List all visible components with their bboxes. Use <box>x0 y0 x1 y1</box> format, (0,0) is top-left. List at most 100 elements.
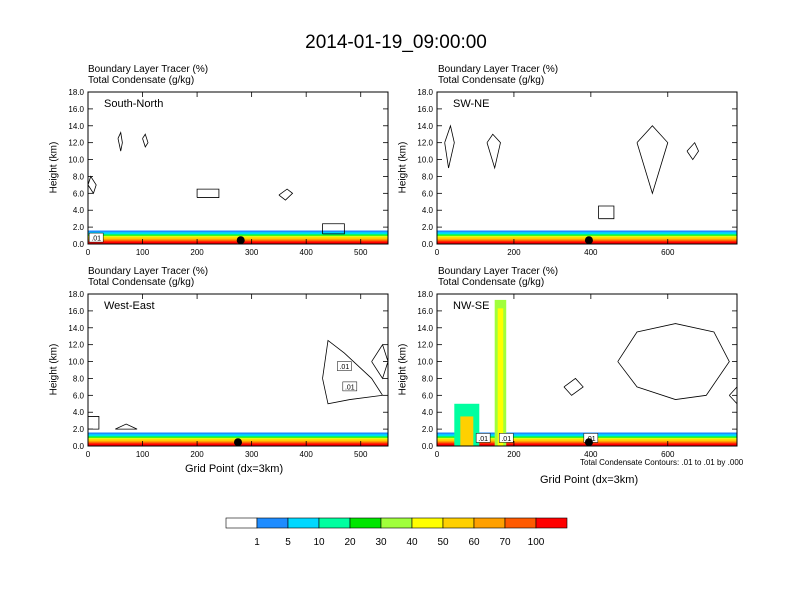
y-tick-label: 0.0 <box>422 442 434 451</box>
y-tick-label: 16.0 <box>68 105 84 114</box>
tracer-column-core <box>460 416 474 446</box>
colorbar-swatch <box>318 517 351 529</box>
y-tick-label: 18.0 <box>68 88 84 97</box>
x-axis-title: Grid Point (dx=3km) <box>540 474 639 486</box>
plot-nw-se: .01.01.010.02.04.06.08.010.012.014.016.0… <box>417 290 738 459</box>
condensate-contour <box>636 125 669 195</box>
condensate-contour <box>88 416 100 430</box>
colorbar-label: 1 <box>254 537 260 548</box>
y-tick-label: 0.0 <box>422 240 434 249</box>
y-tick-label: 4.0 <box>422 408 434 417</box>
field-label-2: Total Condensate (g/kg) <box>438 75 545 86</box>
x-tick-label: 400 <box>584 248 598 257</box>
condensate-contour <box>117 131 123 152</box>
y-tick-label: 12.0 <box>417 341 433 350</box>
y-tick-label: 6.0 <box>73 189 85 198</box>
colorbar-label: 50 <box>437 537 449 548</box>
colorbar-swatch <box>349 517 382 529</box>
plot-frame <box>436 91 738 245</box>
condensate-contour <box>322 339 384 405</box>
panel-nw-se: Boundary Layer Tracer (%) Total Condensa… <box>436 262 736 414</box>
x-tick-label: 100 <box>136 450 150 459</box>
x-tick-label: 100 <box>136 248 150 257</box>
condensate-contour <box>486 133 501 170</box>
y-tick-label: 8.0 <box>73 374 85 383</box>
x-tick-label: 0 <box>435 248 440 257</box>
colorbar-swatch <box>411 517 444 529</box>
plot-area <box>437 294 737 446</box>
contour-label: .01 <box>337 361 352 371</box>
y-tick-label: 14.0 <box>68 122 84 131</box>
x-tick-label: 200 <box>507 450 521 459</box>
y-tick-label: 18.0 <box>417 88 433 97</box>
condensate-contour <box>87 175 97 195</box>
condensate-contour <box>563 377 584 396</box>
contour-label-box <box>88 232 104 243</box>
y-tick-label: 4.0 <box>73 206 85 215</box>
x-tick-label: 300 <box>245 450 259 459</box>
y-tick-label: 10.0 <box>68 358 84 367</box>
plot-west-east: .01 .01 0.0 2.0 4.0 6.0 8.0 10.0 12.0 14.0 16.0 18.… <box>68 290 389 459</box>
colorbar-swatch <box>535 517 568 529</box>
y-axis-title: Height (km) <box>48 141 60 194</box>
y-tick-label: 10.0 <box>68 156 84 165</box>
contour-label-box <box>337 361 352 371</box>
y-tick-label: 16.0 <box>417 307 433 316</box>
x-tick-label: 0 <box>86 248 91 257</box>
colorbar-swatch <box>380 517 413 529</box>
y-tick-label: 0.0 <box>73 240 85 249</box>
y-tick-label: 18.0 <box>417 290 433 299</box>
y-tick-label: 6.0 <box>422 189 434 198</box>
condensate-contour <box>142 133 149 148</box>
contour-label-text: .01 <box>478 436 488 443</box>
x-tick-label: 400 <box>300 248 314 257</box>
y-tick-label: 4.0 <box>73 408 85 417</box>
contour-label-text: .01 <box>501 436 511 443</box>
contour-label-text: .01 <box>339 364 349 371</box>
y-tick-label: 0.0 <box>73 442 85 451</box>
x-tick-label: 400 <box>300 450 314 459</box>
x-tick-label: 0 <box>86 450 91 459</box>
colorbar-label: 10 <box>313 537 325 548</box>
y-tick-label: 8.0 <box>73 172 85 181</box>
panel-label: West-East <box>104 300 155 312</box>
y-tick-label: 2.0 <box>422 223 434 232</box>
colorbar-swatch <box>225 517 258 529</box>
panel-south-north: Boundary Layer Tracer (%) Total Condensa… <box>86 60 386 212</box>
x-tick-label: 200 <box>507 248 521 257</box>
contour-note: Total Condensate Contours: .01 to .01 by… <box>580 458 744 467</box>
colorbar-label: 20 <box>344 537 356 548</box>
colorbar-label: 5 <box>285 537 291 548</box>
x-tick-label: 300 <box>245 248 259 257</box>
plot-sw-ne: 0.0 2.0 4.0 6.0 8.0 10.0 12.0 14.0 16.0 18.0 0 200 4… <box>417 88 738 257</box>
condensate-contour <box>598 205 615 220</box>
contour-label-box <box>498 433 514 443</box>
plot-south-north: .01 0.0 2.0 4.0 6.0 8.0 10.0 12.0 14.0 16.0 18.0 0 1… <box>68 88 389 257</box>
colorbar-swatch <box>287 517 320 529</box>
y-axis-title: Height (km) <box>48 343 60 396</box>
colorbar-swatch <box>504 517 537 529</box>
y-tick-label: 2.0 <box>73 223 85 232</box>
field-label-1: Boundary Layer Tracer (%) <box>438 266 559 277</box>
y-tick-label: 18.0 <box>68 290 84 299</box>
location-marker <box>584 236 593 245</box>
y-tick-label: 16.0 <box>68 307 84 316</box>
plot-area <box>437 92 737 244</box>
contour-label-text: .01 <box>91 236 101 243</box>
contour-label-box <box>475 433 491 443</box>
x-tick-label: 500 <box>354 248 368 257</box>
panel-label: NW-SE <box>453 300 489 312</box>
figure-title: 2014-01-19_09:00:00 <box>305 32 487 53</box>
condensate-contour <box>686 141 699 161</box>
field-label-2: Total Condensate (g/kg) <box>88 277 195 288</box>
y-tick-label: 8.0 <box>422 172 434 181</box>
colorbar: 1 5 10 20 30 40 50 60 70 100 <box>225 517 568 548</box>
x-tick-label: 200 <box>190 248 204 257</box>
condensate-contour <box>196 188 220 198</box>
condensate-contour <box>322 223 345 235</box>
contour-label: .01 <box>342 381 358 392</box>
y-tick-label: 2.0 <box>73 425 85 434</box>
contour-label-box <box>342 381 358 392</box>
location-marker <box>236 236 245 245</box>
plot-frame <box>87 91 389 245</box>
